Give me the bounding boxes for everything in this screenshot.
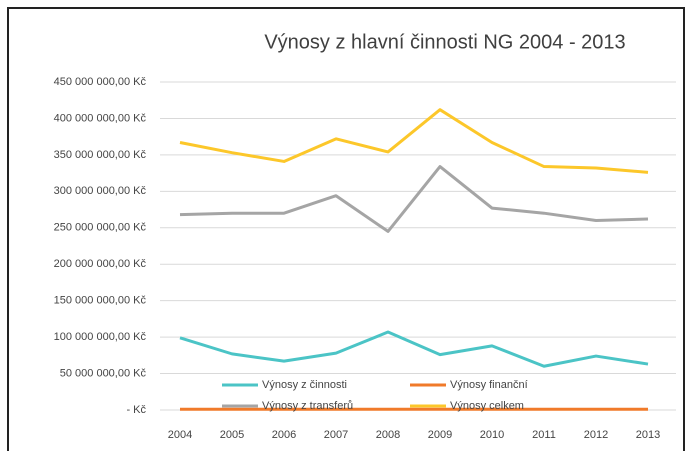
x-tick-label: 2005 xyxy=(220,429,244,441)
y-tick-label: 350 000 000,00 Kč xyxy=(54,149,147,161)
x-tick-label: 2011 xyxy=(532,429,556,441)
y-tick-label: 450 000 000,00 Kč xyxy=(54,76,147,88)
legend-label: Výnosy finanční xyxy=(450,379,528,391)
legend-label: Výnosy z činnosti xyxy=(262,379,347,391)
legend-label: Výnosy z transferů xyxy=(262,400,353,412)
x-tick-label: 2004 xyxy=(168,429,192,441)
x-tick-label: 2008 xyxy=(376,429,400,441)
y-tick-label: - Kč xyxy=(126,404,146,416)
y-tick-label: 400 000 000,00 Kč xyxy=(54,112,147,124)
series-line xyxy=(179,165,649,233)
legend-label: Výnosy celkem xyxy=(450,400,524,412)
y-tick-label: 200 000 000,00 Kč xyxy=(54,258,147,270)
series-line xyxy=(179,330,649,368)
x-tick-label: 2006 xyxy=(272,429,296,441)
y-tick-label: 50 000 000,00 Kč xyxy=(60,367,147,379)
x-tick-label: 2007 xyxy=(324,429,348,441)
y-tick-label: 300 000 000,00 Kč xyxy=(54,185,147,197)
y-tick-label: 250 000 000,00 Kč xyxy=(54,222,147,234)
x-tick-label: 2009 xyxy=(428,429,452,441)
y-tick-label: 150 000 000,00 Kč xyxy=(54,295,147,307)
y-tick-label: 100 000 000,00 Kč xyxy=(54,331,147,343)
x-tick-label: 2012 xyxy=(584,429,608,441)
chart-title: Výnosy z hlavní činnosti NG 2004 - 2013 xyxy=(264,31,625,53)
x-tick-label: 2010 xyxy=(480,429,504,441)
series-line xyxy=(179,108,649,174)
x-tick-label: 2013 xyxy=(636,429,660,441)
